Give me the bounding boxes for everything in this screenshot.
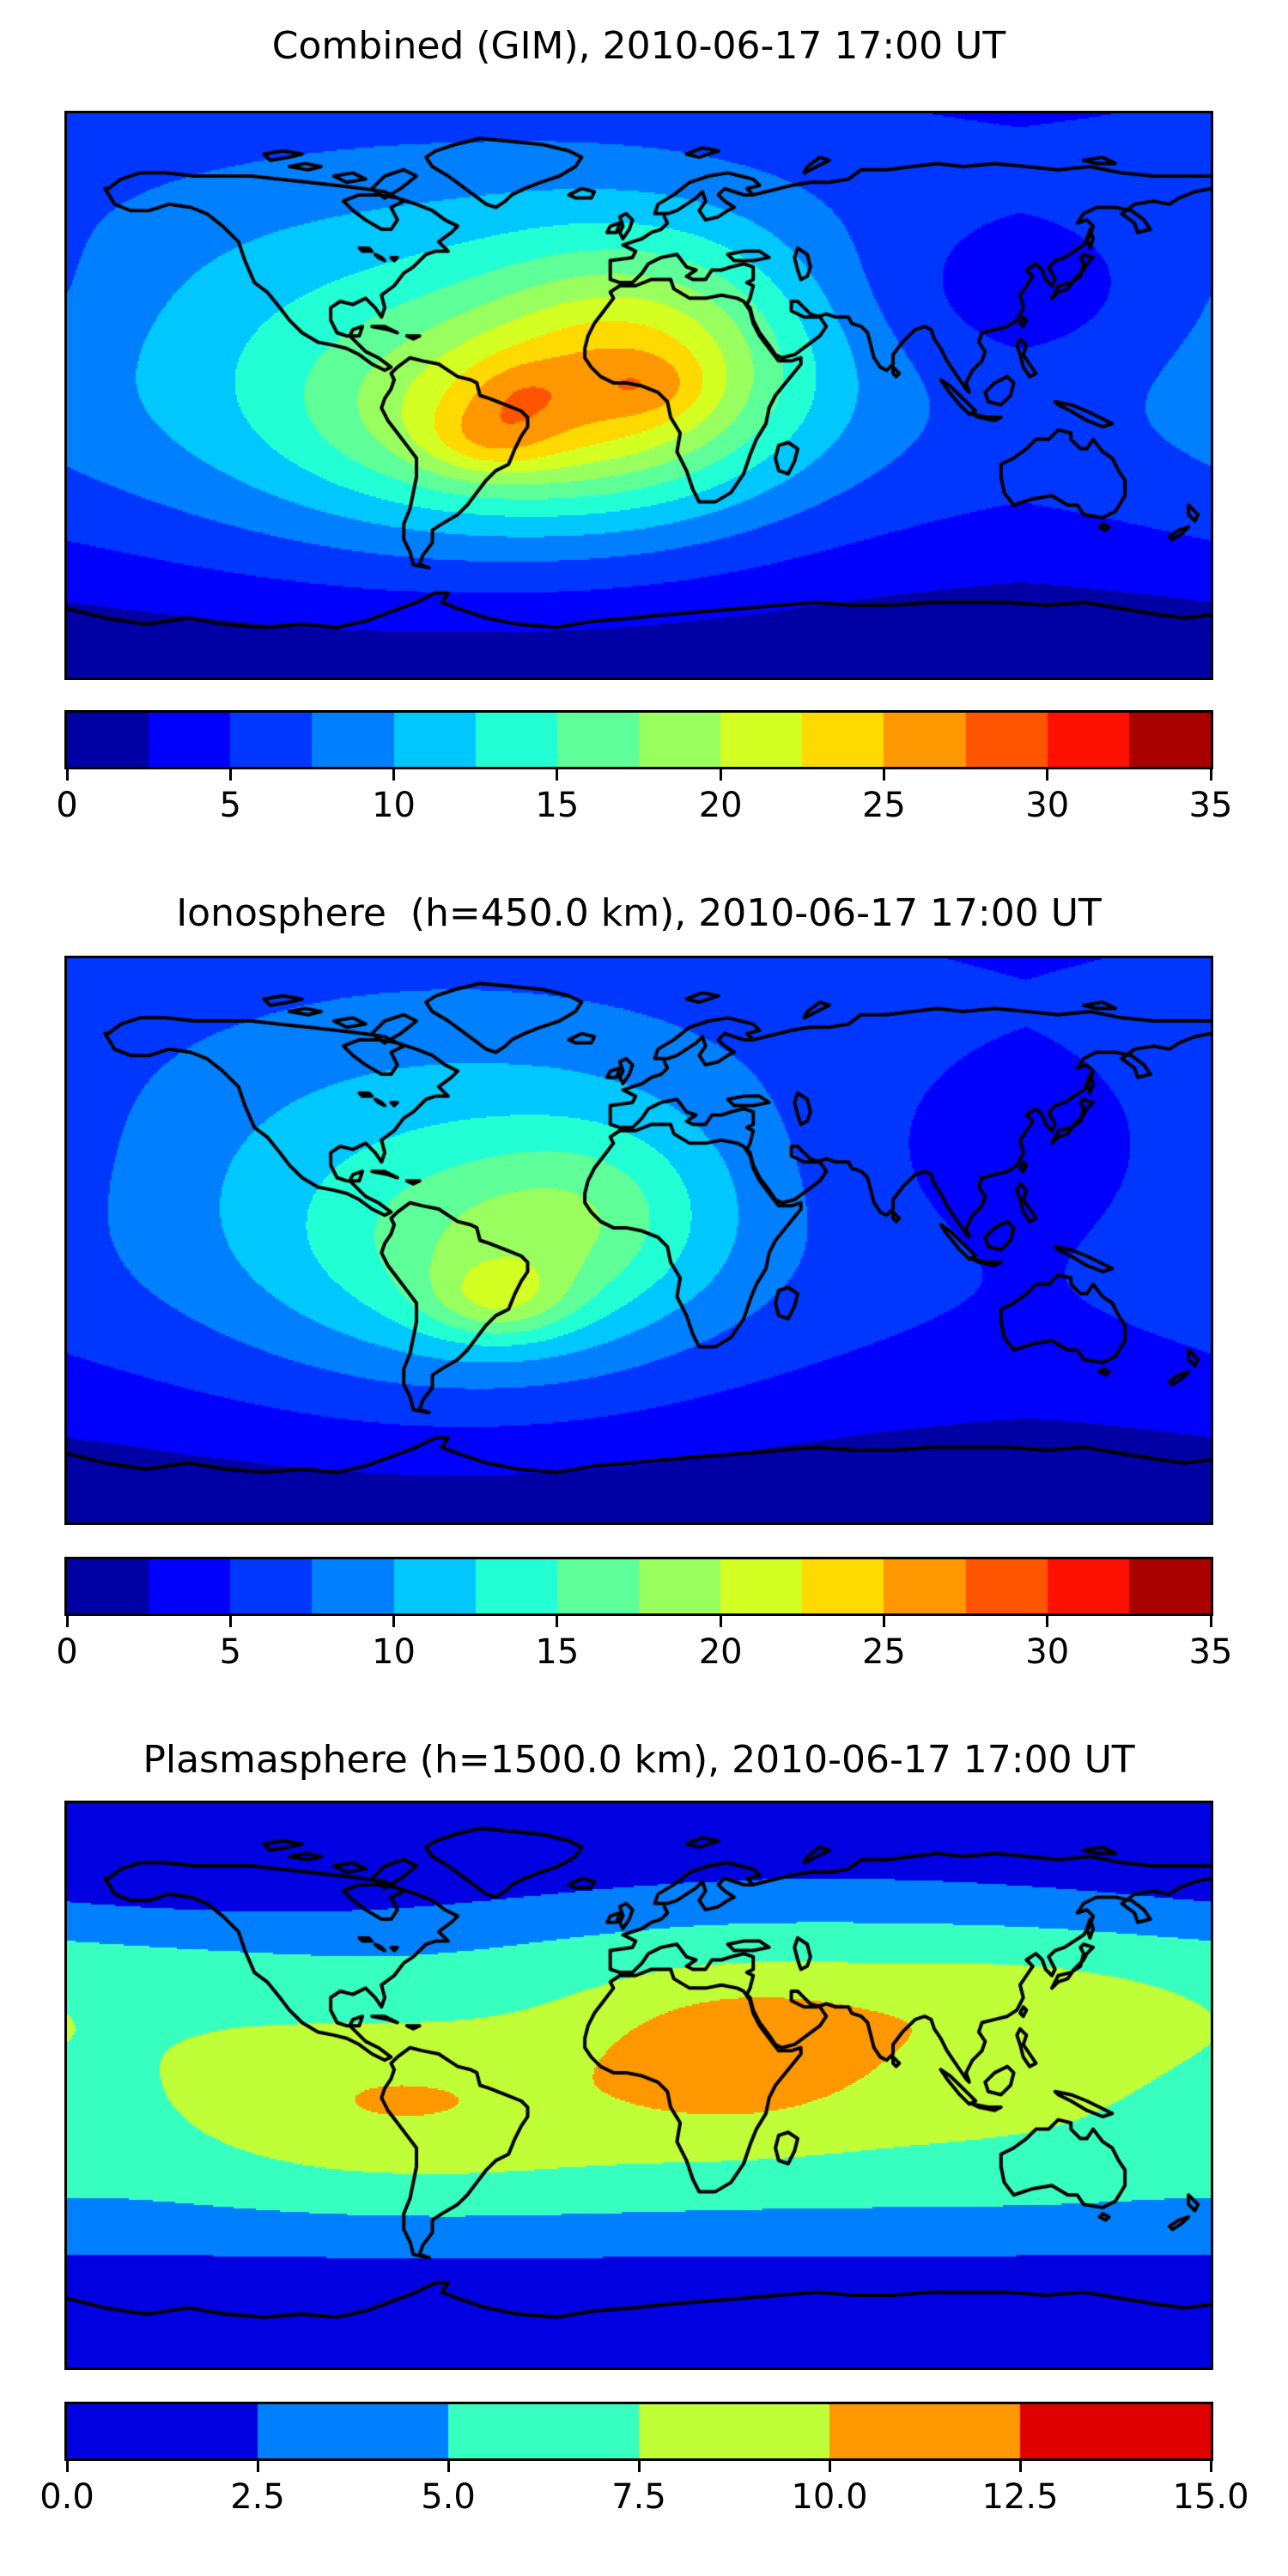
- colorbar-tick: [392, 769, 396, 781]
- colorbar-tick-label: 10.0: [791, 2477, 868, 2517]
- map-frame-plasmasphere: [64, 1801, 1213, 2370]
- colorbar-tick: [556, 769, 559, 781]
- panel-title-ionosphere: Ionosphere (h=450.0 km), 2010-06-17 17:0…: [176, 891, 1102, 935]
- colorbar-tick: [392, 1616, 396, 1627]
- colorbar-tick-label: 30: [1025, 786, 1070, 825]
- map-frame-ionosphere: [64, 956, 1213, 1525]
- colorbar-tick: [1046, 769, 1049, 781]
- colorbar-frame-plasmasphere: [64, 2402, 1213, 2461]
- colorbar-tick: [882, 769, 885, 781]
- colorbar-frame-combined: [64, 710, 1213, 769]
- colorbar-tick: [882, 1616, 885, 1627]
- colorbar-tick-label: 0.0: [39, 2477, 94, 2517]
- world-contour-canvas-combined: [67, 113, 1211, 677]
- colorbar-tick-label: 30: [1025, 1632, 1070, 1672]
- colorbar-tick: [65, 1616, 69, 1627]
- colorbar-tick: [228, 769, 232, 781]
- colorbar-tick-label: 0: [56, 786, 78, 825]
- colorbar-tick-label: 2.5: [230, 2477, 285, 2517]
- colorbar-tick-label: 12.5: [981, 2477, 1059, 2517]
- world-contour-canvas-ionosphere: [67, 958, 1211, 1522]
- colorbar-tick-label: 10: [372, 786, 416, 825]
- colorbar-tick-label: 20: [698, 1632, 743, 1672]
- colorbar-tick: [1209, 1616, 1212, 1627]
- colorbar-tick: [719, 769, 722, 781]
- colorbar-tick-label: 0: [56, 1632, 78, 1672]
- colorbar-tick: [256, 2461, 259, 2472]
- colorbar-tick: [65, 769, 69, 781]
- colorbar-tick-label: 35: [1188, 786, 1233, 825]
- colorbar-tick: [1046, 1616, 1049, 1627]
- colorbar-tick: [65, 2461, 69, 2472]
- colorbar-canvas-plasmasphere: [67, 2404, 1211, 2458]
- colorbar-tick: [556, 1616, 559, 1627]
- map-frame-combined: [64, 111, 1213, 680]
- colorbar-frame-ionosphere: [64, 1557, 1213, 1616]
- colorbar-tick-label: 35: [1188, 1632, 1233, 1672]
- colorbar-tick-label: 5: [219, 1632, 241, 1672]
- colorbar-tick-label: 15: [535, 786, 580, 825]
- world-contour-canvas-plasmasphere: [67, 1803, 1211, 2367]
- colorbar-tick: [228, 1616, 232, 1627]
- colorbar-tick-label: 5: [219, 786, 241, 825]
- colorbar-tick-label: 25: [861, 786, 906, 825]
- colorbar-tick-label: 15: [535, 1632, 580, 1672]
- colorbar-canvas-combined: [67, 713, 1211, 767]
- colorbar-canvas-ionosphere: [67, 1559, 1211, 1613]
- colorbar-tick: [1209, 2461, 1212, 2472]
- colorbar-tick: [1209, 769, 1212, 781]
- colorbar-tick: [637, 2461, 641, 2472]
- colorbar-tick: [828, 2461, 831, 2472]
- panel-title-combined: Combined (GIM), 2010-06-17 17:00 UT: [271, 24, 1006, 68]
- colorbar-tick: [719, 1616, 722, 1627]
- colorbar-tick: [1018, 2461, 1022, 2472]
- colorbar-tick-label: 15.0: [1172, 2477, 1249, 2517]
- colorbar-tick-label: 5.0: [421, 2477, 476, 2517]
- colorbar-tick-label: 7.5: [611, 2477, 666, 2517]
- panel-title-plasmasphere: Plasmasphere (h=1500.0 km), 2010-06-17 1…: [143, 1738, 1135, 1782]
- colorbar-tick-label: 25: [861, 1632, 906, 1672]
- colorbar-tick-label: 10: [372, 1632, 416, 1672]
- colorbar-tick-label: 20: [698, 786, 743, 825]
- colorbar-tick: [447, 2461, 450, 2472]
